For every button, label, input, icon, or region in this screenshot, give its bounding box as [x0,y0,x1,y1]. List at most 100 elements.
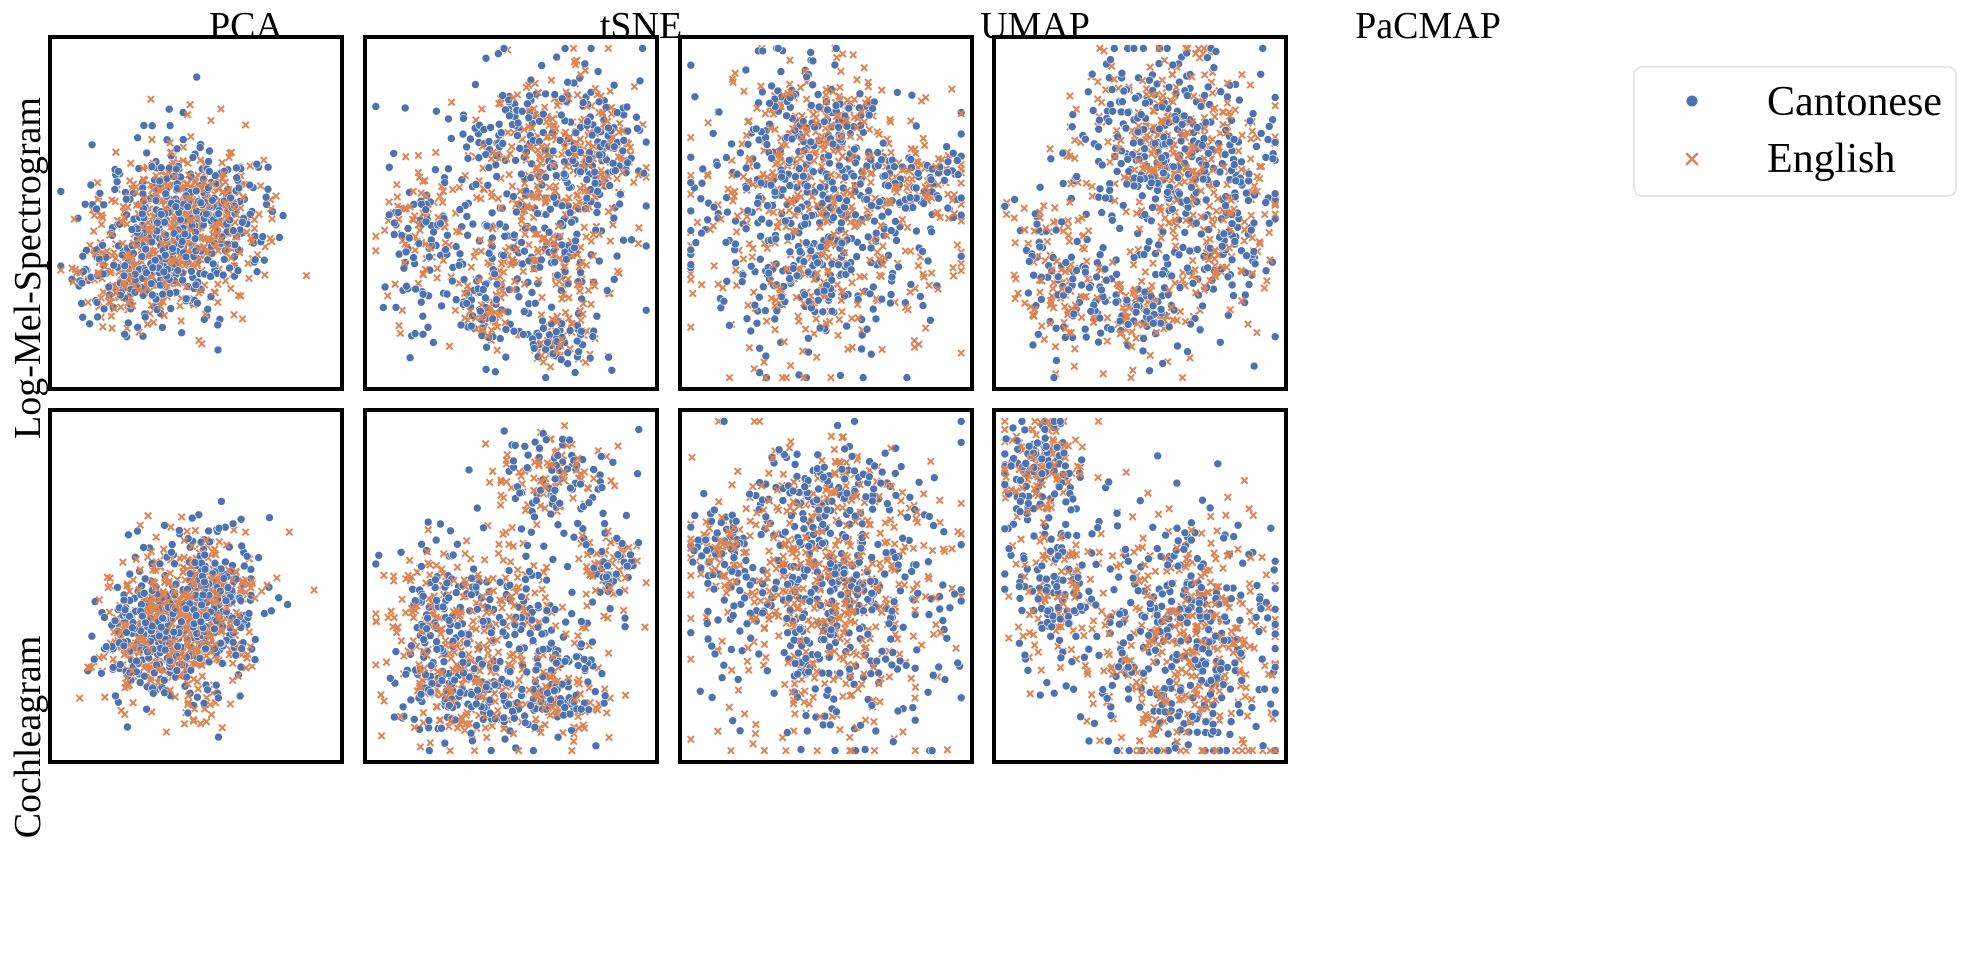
point-cantonese [274,593,284,603]
point-english [1064,216,1073,225]
point-english [947,85,956,94]
point-english [1265,228,1274,237]
point-english [1050,203,1059,212]
point-cantonese [572,336,582,346]
point-english [140,176,149,185]
point-cantonese [512,207,521,217]
point-english [226,284,235,293]
point-cantonese [401,247,411,257]
point-cantonese [722,153,731,162]
point-cantonese [1261,266,1271,276]
point-cantonese [160,217,169,227]
point-cantonese [523,99,532,109]
point-cantonese [155,280,165,290]
point-cantonese [800,290,809,300]
point-cantonese [858,243,867,252]
point-cantonese [142,268,151,278]
point-english [166,148,175,157]
point-cantonese [109,260,119,270]
point-english [213,222,222,231]
point-cantonese [441,245,450,254]
point-english [135,200,144,209]
point-english [953,241,962,249]
point-cantonese [1265,219,1274,228]
point-cantonese [93,312,102,322]
point-cantonese [633,124,642,133]
point-cantonese [750,300,760,310]
point-cantonese [429,338,438,347]
point-english [1103,313,1112,322]
point-cantonese [956,129,966,139]
point-cantonese [56,187,66,196]
point-english [162,728,171,736]
point-cantonese [1183,263,1192,273]
point-english [906,247,915,256]
point-cantonese [213,345,223,355]
point-cantonese [686,226,696,235]
point-english [540,103,549,112]
point-cantonese [1035,242,1045,252]
point-cantonese [605,181,615,190]
panel-log-mel-spectrogram-pca [48,35,344,391]
point-cantonese [278,211,288,220]
point-english [272,192,281,200]
point-english [244,259,252,268]
point-cantonese [1229,291,1238,300]
point-cantonese [1117,68,1127,78]
point-english [513,90,522,99]
point-cantonese [404,233,414,243]
point-english [1200,70,1209,79]
point-cantonese [1145,76,1154,85]
point-cantonese [139,121,149,130]
point-cantonese [1182,196,1192,205]
point-cantonese [742,183,751,193]
point-english [218,723,227,732]
point-english [203,248,212,257]
point-cantonese [1094,125,1103,134]
point-cantonese [203,304,212,314]
point-english [69,277,78,286]
point-english [93,178,102,187]
point-cantonese [429,227,438,237]
point-english [866,178,875,187]
point-cantonese [741,163,751,173]
point-cantonese [1088,106,1098,115]
point-english [191,177,200,185]
point-cantonese [942,142,951,151]
point-cantonese [515,144,525,153]
point-english [411,246,420,255]
point-cantonese [560,44,570,53]
point-english [864,82,873,91]
point-cantonese [866,243,876,253]
point-english [503,128,512,137]
point-cantonese [180,229,190,239]
point-cantonese [871,228,881,238]
point-cantonese [1244,169,1254,179]
point-cantonese [830,60,840,70]
point-cantonese [492,295,501,304]
point-cantonese [868,304,878,314]
point-cantonese [511,156,520,165]
point-cantonese [478,285,488,294]
point-cantonese [844,103,854,113]
point-cantonese [525,91,534,101]
point-cantonese [813,295,823,305]
point-cantonese [225,263,234,273]
point-cantonese [543,338,552,347]
point-cantonese [712,160,722,170]
point-cantonese [178,108,188,117]
point-cantonese [1097,160,1107,170]
point-cantonese [232,173,241,182]
point-cantonese [1161,253,1171,262]
point-cantonese [537,61,547,70]
point-english [693,218,702,227]
point-cantonese [582,193,592,203]
point-cantonese [551,327,561,337]
point-cantonese [887,272,897,282]
point-english [1246,154,1255,163]
point-cantonese [559,169,569,179]
point-cantonese [192,72,201,82]
point-cantonese [191,186,201,196]
point-cantonese [1136,110,1146,119]
point-cantonese [834,260,843,270]
